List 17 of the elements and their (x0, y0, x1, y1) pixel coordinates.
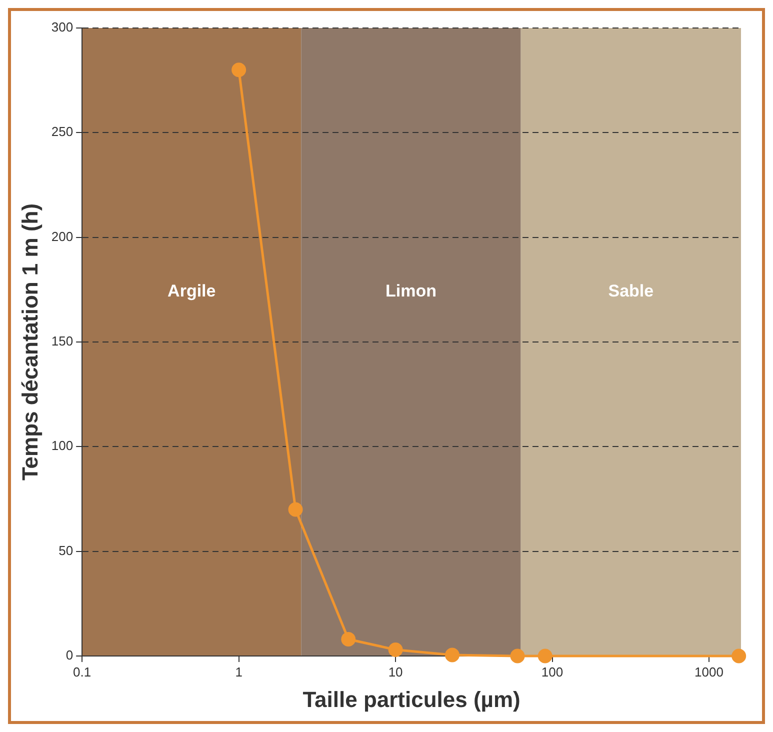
y-axis-title: Temps décantation 1 m (h) (17, 203, 42, 481)
x-tick-label: 10 (388, 664, 403, 680)
y-tick-label: 100 (51, 438, 74, 454)
y-tick-label: 250 (51, 124, 74, 140)
y-tick-label: 200 (51, 228, 74, 244)
x-tick-label: 0.1 (73, 664, 92, 680)
x-axis-title: Taille particules (µm) (302, 686, 520, 712)
x-tick-label: 100 (541, 664, 564, 680)
y-tick-label: 50 (58, 542, 74, 558)
band-label: Limon (386, 281, 437, 300)
y-tick-label: 150 (51, 334, 74, 349)
y-tick-label: 300 (51, 20, 74, 35)
y-tick-label: 0 (66, 648, 74, 663)
x-tick-label: 1000 (694, 664, 724, 680)
x-tick-label: 1 (235, 664, 242, 680)
band-label: Sable (608, 281, 654, 300)
band-label: Argile (168, 281, 216, 300)
